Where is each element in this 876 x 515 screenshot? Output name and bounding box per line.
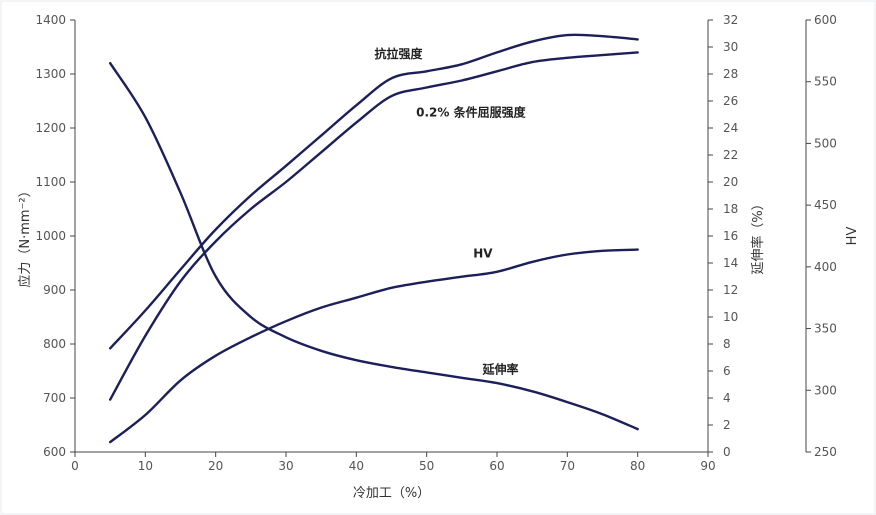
y-right1-tick-label: 22 — [723, 148, 738, 162]
y-right1-tick-label: 6 — [723, 364, 731, 378]
y-right1-tick-label: 24 — [723, 121, 738, 135]
yield-strength-label: 0.2% 条件屈服强度 — [416, 105, 526, 120]
yield-strength-curve — [109, 51, 639, 401]
curves-group — [109, 33, 639, 444]
y-right2-tick-label: 300 — [814, 383, 837, 397]
y-right2-tick-label: 550 — [814, 75, 837, 89]
y-right1-tick-label: 0 — [723, 445, 731, 459]
y-left-tick-label: 1300 — [35, 67, 66, 81]
x-axis-title: 冷加工（%） — [353, 486, 430, 501]
y-right1-tick-label: 12 — [723, 283, 738, 297]
x-tick-label: 30 — [278, 459, 293, 473]
labels-group: 抗拉强度 0.2% 条件屈服强度 HV 延伸率 — [375, 46, 527, 377]
x-tick-label: 10 — [138, 459, 153, 473]
y-right2-tick-label: 450 — [814, 198, 837, 212]
elongation-curve — [109, 62, 639, 431]
y-right2-tick-label: 400 — [814, 260, 837, 274]
x-tick-label: 70 — [560, 459, 575, 473]
hv-curve — [109, 248, 639, 444]
y-right1-tick-label: 16 — [723, 229, 738, 243]
y-right1-tick-label: 20 — [723, 175, 738, 189]
y-right1-tick-label: 30 — [723, 40, 738, 54]
y-left-tick-label: 1400 — [35, 13, 66, 27]
x-tick-label: 20 — [208, 459, 223, 473]
x-tick-label: 60 — [489, 459, 504, 473]
tensile-strength-label: 抗拉强度 — [375, 46, 424, 61]
y-right1-tick-label: 10 — [723, 310, 738, 324]
x-tick-label: 80 — [630, 459, 645, 473]
elongation-label: 延伸率 — [482, 362, 519, 377]
y-left-tick-label: 700 — [43, 391, 66, 405]
y-left-tick-label: 1200 — [35, 121, 66, 135]
y-right1-tick-label: 8 — [723, 337, 731, 351]
y-right2-tick-label: 250 — [814, 445, 837, 459]
x-tick-label: 90 — [700, 459, 715, 473]
x-tick-label: 50 — [419, 459, 434, 473]
y-right1-tick-label: 2 — [723, 418, 731, 432]
y-right1-tick-label: 4 — [723, 391, 731, 405]
y-right1-tick-label: 32 — [723, 13, 738, 27]
y-left-tick-label: 600 — [43, 445, 66, 459]
y-right1-tick-label: 14 — [723, 256, 738, 270]
y-left-tick-label: 800 — [43, 337, 66, 351]
y-right2-axis-title: HV — [845, 227, 860, 246]
y-right2-tick-label: 500 — [814, 136, 837, 150]
x-tick-label: 40 — [349, 459, 364, 473]
axes-group: 0 10 20 30 40 50 60 70 80 90600700800900100011001… — [17, 13, 860, 501]
hv-label: HV — [473, 247, 493, 261]
x-tick-label: 0 — [71, 459, 79, 473]
y-right1-tick-label: 28 — [723, 67, 738, 81]
y-right2-tick-label: 350 — [814, 322, 837, 336]
y-right1-axis-title: 延伸率（%） — [750, 197, 766, 274]
y-left-tick-label: 1100 — [35, 175, 66, 189]
y-left-axis-title: 应力（N·mm⁻²） — [17, 184, 33, 287]
y-right1-tick-label: 18 — [723, 202, 738, 216]
y-left-tick-label: 1000 — [35, 229, 66, 243]
tensile-strength-curve — [109, 33, 639, 350]
y-right1-tick-label: 26 — [723, 94, 738, 108]
y-right2-tick-label: 600 — [814, 13, 837, 27]
y-left-tick-label: 900 — [43, 283, 66, 297]
